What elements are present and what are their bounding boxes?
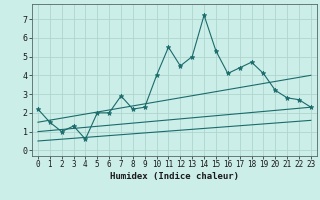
X-axis label: Humidex (Indice chaleur): Humidex (Indice chaleur) <box>110 172 239 181</box>
